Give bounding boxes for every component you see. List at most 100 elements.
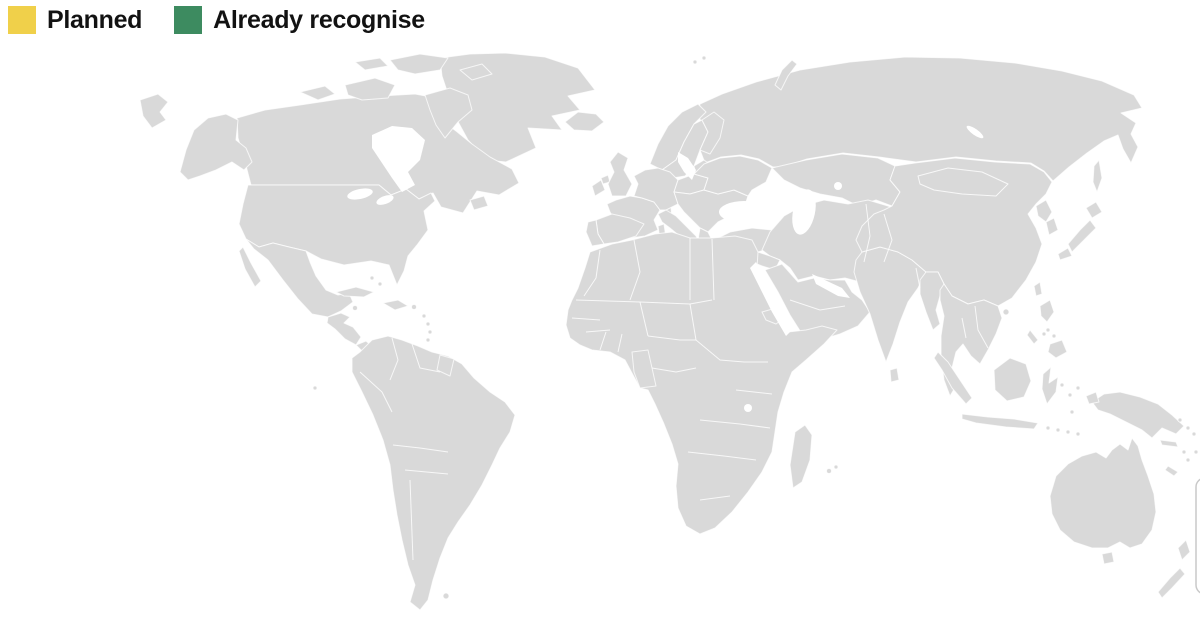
country-visayas <box>1041 331 1047 337</box>
great-lakes-west <box>347 188 373 200</box>
country-moluccas <box>1067 392 1073 398</box>
country-moluccas <box>1069 409 1075 415</box>
border-line <box>961 317 967 339</box>
country-visayas <box>1051 333 1057 339</box>
country-canada-arctic <box>389 53 449 75</box>
border-line <box>617 333 623 353</box>
country-lesser-antilles <box>421 313 427 319</box>
country-taiwan <box>1033 281 1043 297</box>
border-line <box>789 299 846 311</box>
country-moluccas <box>1059 382 1065 388</box>
country-canada-arctic <box>299 85 336 101</box>
legend: Planned Already recognise <box>8 6 425 34</box>
country-new-guinea <box>1085 391 1100 405</box>
country-new-zealand-north <box>1177 539 1191 561</box>
country-sulawesi <box>1041 366 1059 405</box>
country-japan-hokkaido <box>1085 201 1103 219</box>
country-palawan <box>1026 329 1039 345</box>
country-borneo <box>993 357 1032 402</box>
border-line <box>863 203 871 263</box>
border-line <box>687 451 757 461</box>
border-line <box>689 303 697 341</box>
country-fiji <box>1193 449 1199 455</box>
country-canada-arctic <box>459 63 493 81</box>
country-lesser-sunda <box>1055 427 1061 433</box>
persian-gulf <box>812 274 850 298</box>
country-central-america <box>326 312 362 346</box>
country-mauritius <box>833 464 839 470</box>
country-united-states <box>238 184 436 286</box>
country-baja-california <box>238 246 262 288</box>
legend-label-already-recognise: Already recognise <box>213 6 425 34</box>
country-svalbard <box>692 59 698 65</box>
country-se-asia-mainland <box>939 283 1003 397</box>
country-new-caledonia <box>1164 465 1179 477</box>
country-lesser-antilles <box>425 337 431 343</box>
country-japan-honshu <box>1067 219 1097 253</box>
country-tasmania <box>1101 551 1115 565</box>
border-line <box>699 419 771 429</box>
country-lesser-antilles <box>427 329 433 335</box>
country-united-kingdom <box>607 151 633 197</box>
country-newfoundland <box>469 195 489 211</box>
map-control-pill[interactable] <box>1195 478 1200 594</box>
country-alaska <box>179 113 253 181</box>
hudson-bay <box>372 126 425 192</box>
country-new-britain <box>1159 439 1179 448</box>
country-french-guiana <box>436 354 455 377</box>
country-puerto-rico <box>411 304 417 310</box>
country-sumatra <box>933 351 973 405</box>
legend-swatch-planned <box>8 6 36 34</box>
country-portugal <box>585 219 605 247</box>
border-line <box>699 495 731 501</box>
country-myanmar <box>919 271 945 331</box>
lake-baikal <box>966 125 984 139</box>
border-line <box>409 479 414 561</box>
country-reunion <box>826 468 832 474</box>
country-new-zealand-south <box>1157 567 1186 599</box>
border-line <box>411 343 441 373</box>
border-line <box>629 239 641 301</box>
baltic-sea <box>678 152 696 180</box>
aral-sea <box>834 182 842 190</box>
country-new-guinea <box>1091 391 1185 439</box>
country-russia <box>774 59 798 91</box>
border-line <box>915 267 921 289</box>
country-jamaica <box>352 305 358 311</box>
border-line <box>647 335 696 341</box>
great-lakes-east <box>376 195 394 205</box>
lake-victoria <box>744 404 752 412</box>
border-line <box>639 301 649 337</box>
country-canada-arctic <box>344 77 396 101</box>
country-canada-arctic <box>424 87 473 139</box>
country-north-korea <box>1035 199 1053 223</box>
border-line <box>583 249 601 297</box>
country-cuba <box>335 286 375 298</box>
country-lesser-antilles <box>425 321 431 327</box>
country-bahamas <box>369 275 375 281</box>
country-luzon <box>1039 299 1055 323</box>
country-vanuatu <box>1181 449 1187 455</box>
border-line <box>651 367 697 373</box>
border-line <box>392 444 449 453</box>
country-solomon-islands <box>1177 417 1183 423</box>
border-line <box>883 213 893 263</box>
country-vanuatu <box>1185 457 1191 463</box>
country-falkland-islands <box>442 592 450 600</box>
legend-swatch-already-recognise <box>174 6 203 34</box>
country-solomon-islands <box>1191 431 1197 437</box>
country-bahamas <box>377 281 383 287</box>
legend-label-planned: Planned <box>47 6 143 34</box>
border-line <box>575 299 713 305</box>
border-line <box>711 238 715 301</box>
country-mindanao <box>1047 339 1068 359</box>
border-line <box>599 331 607 351</box>
country-hispaniola <box>382 299 409 311</box>
country-finland <box>699 111 725 155</box>
country-russia <box>697 56 1143 182</box>
border-line <box>735 389 773 395</box>
country-japan-kyushu <box>1057 247 1073 261</box>
country-solomon-islands <box>1185 425 1191 431</box>
